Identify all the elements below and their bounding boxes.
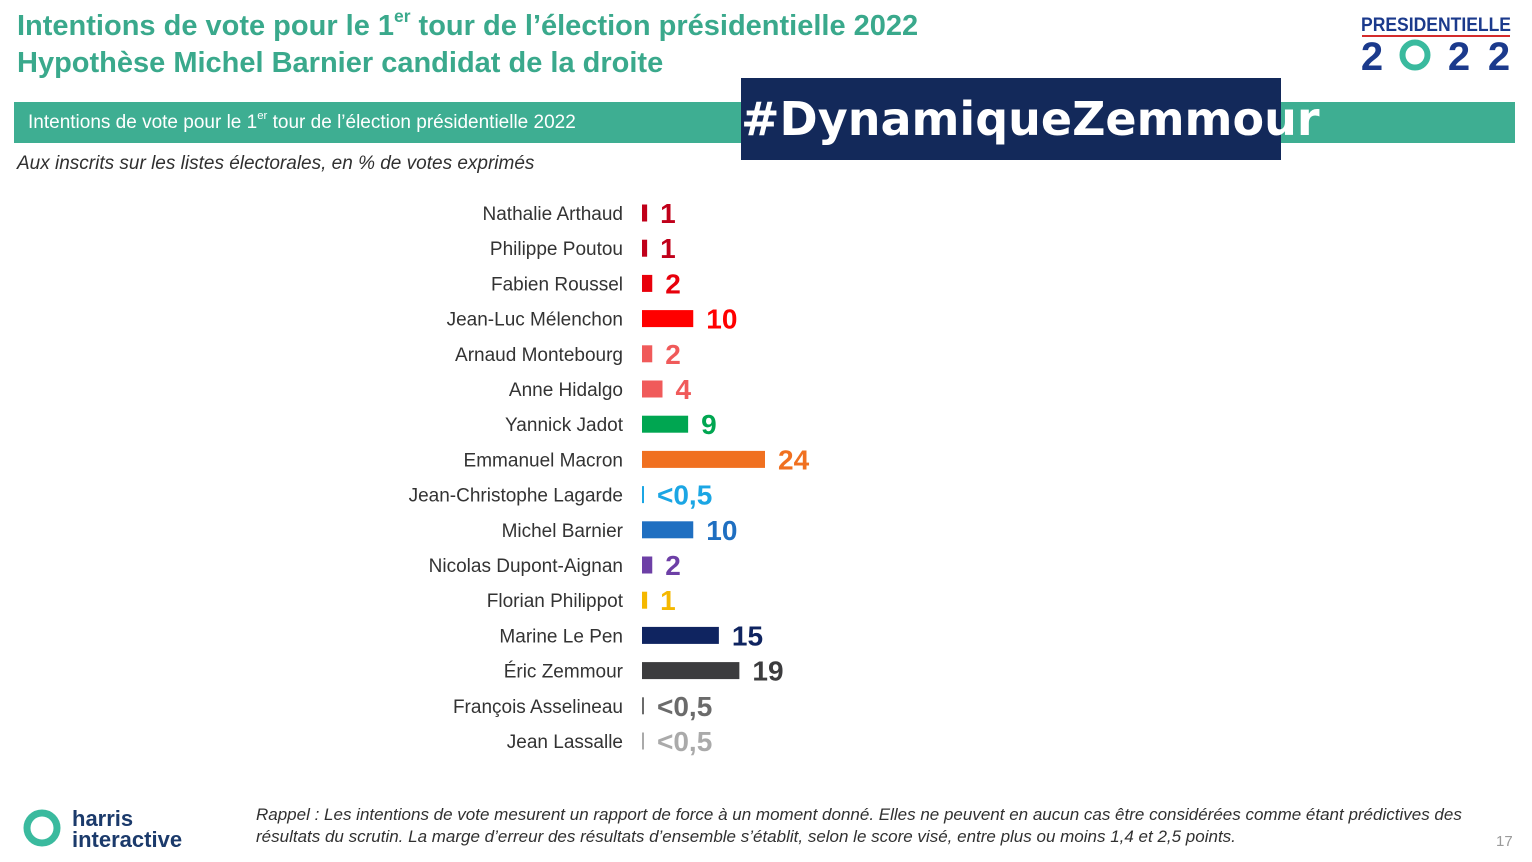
band-title: Intentions de vote pour le 1er tour de l… xyxy=(28,109,576,133)
value-label: 2 xyxy=(665,339,681,370)
bar xyxy=(642,450,765,468)
value-label: 10 xyxy=(706,515,737,546)
bar xyxy=(642,274,653,292)
value-label: 10 xyxy=(706,304,737,335)
value-label: 15 xyxy=(732,620,763,651)
value-label: 1 xyxy=(660,585,676,616)
category-label: Nicolas Dupont-Aignan xyxy=(429,556,623,577)
category-label: François Asselineau xyxy=(453,697,623,718)
value-label: <0,5 xyxy=(657,726,712,757)
title-line-2: Hypothèse Michel Barnier candidat de la … xyxy=(17,47,664,79)
category-label: Nathalie Arthaud xyxy=(483,204,624,225)
bar xyxy=(642,486,644,504)
logo-word: PRESIDENTIELLE xyxy=(1361,15,1511,36)
harris-interactive-logo: harris interactive xyxy=(23,806,182,852)
hashtag-banner: #DynamiqueZemmour xyxy=(741,78,1320,160)
value-label: 9 xyxy=(701,409,717,440)
page-title: Intentions de vote pour le 1er tour de l… xyxy=(17,5,919,82)
bar xyxy=(642,380,663,398)
bar xyxy=(642,521,694,539)
category-label: Florian Philippot xyxy=(487,591,624,612)
category-label: Marine Le Pen xyxy=(499,626,623,647)
value-label: 2 xyxy=(665,550,681,581)
bar xyxy=(642,415,689,433)
category-label: Éric Zemmour xyxy=(504,662,624,683)
category-label: Jean-Luc Mélenchon xyxy=(447,310,623,331)
category-label: Fabien Roussel xyxy=(491,274,623,295)
category-label: Jean-Christophe Lagarde xyxy=(409,486,623,507)
value-label: 24 xyxy=(778,444,810,475)
category-label: Michel Barnier xyxy=(502,521,624,542)
value-label: 1 xyxy=(660,198,676,229)
bar xyxy=(642,697,644,715)
logo-ring-icon xyxy=(1399,39,1431,71)
value-label: 4 xyxy=(676,374,692,405)
category-label: Anne Hidalgo xyxy=(509,380,623,401)
title-line-1: Intentions de vote pour le 1er tour de l… xyxy=(17,5,919,42)
value-label: <0,5 xyxy=(657,480,712,511)
presidentielle-2022-logo: PRESIDENTIELLE 2 2 2 xyxy=(1361,15,1511,76)
category-label: Philippe Poutou xyxy=(490,239,623,260)
harris-logo-line-1: harris xyxy=(72,806,133,831)
bar xyxy=(642,591,648,609)
bar xyxy=(642,310,694,328)
value-label: 19 xyxy=(752,656,783,687)
bar xyxy=(642,345,653,363)
bar xyxy=(642,662,740,680)
bar xyxy=(642,204,648,222)
bar xyxy=(642,239,648,257)
value-label: 2 xyxy=(665,268,681,299)
category-label: Yannick Jadot xyxy=(505,415,624,436)
value-label: <0,5 xyxy=(657,691,712,722)
chart-subtitle: Aux inscrits sur les listes électorales,… xyxy=(17,153,535,174)
logo-digit-2: 2 xyxy=(1448,35,1470,76)
footnote: Rappel : Les intentions de vote mesurent… xyxy=(256,805,1462,846)
harris-ring-icon xyxy=(23,809,61,847)
bar xyxy=(642,732,644,750)
harris-logo-line-2: interactive xyxy=(72,827,182,852)
bar xyxy=(642,556,653,574)
logo-digit-1: 2 xyxy=(1361,35,1383,76)
category-label: Arnaud Montebourg xyxy=(455,345,623,366)
bar xyxy=(642,626,719,644)
category-label: Jean Lassalle xyxy=(507,732,623,753)
value-label: 1 xyxy=(660,233,676,264)
page-number: 17 xyxy=(1496,833,1513,850)
logo-digit-3: 2 xyxy=(1488,35,1510,76)
category-label: Emmanuel Macron xyxy=(464,450,623,471)
vote-intention-chart: Nathalie Arthaud 1 Philippe Poutou 1 Fabien … xyxy=(409,198,810,757)
